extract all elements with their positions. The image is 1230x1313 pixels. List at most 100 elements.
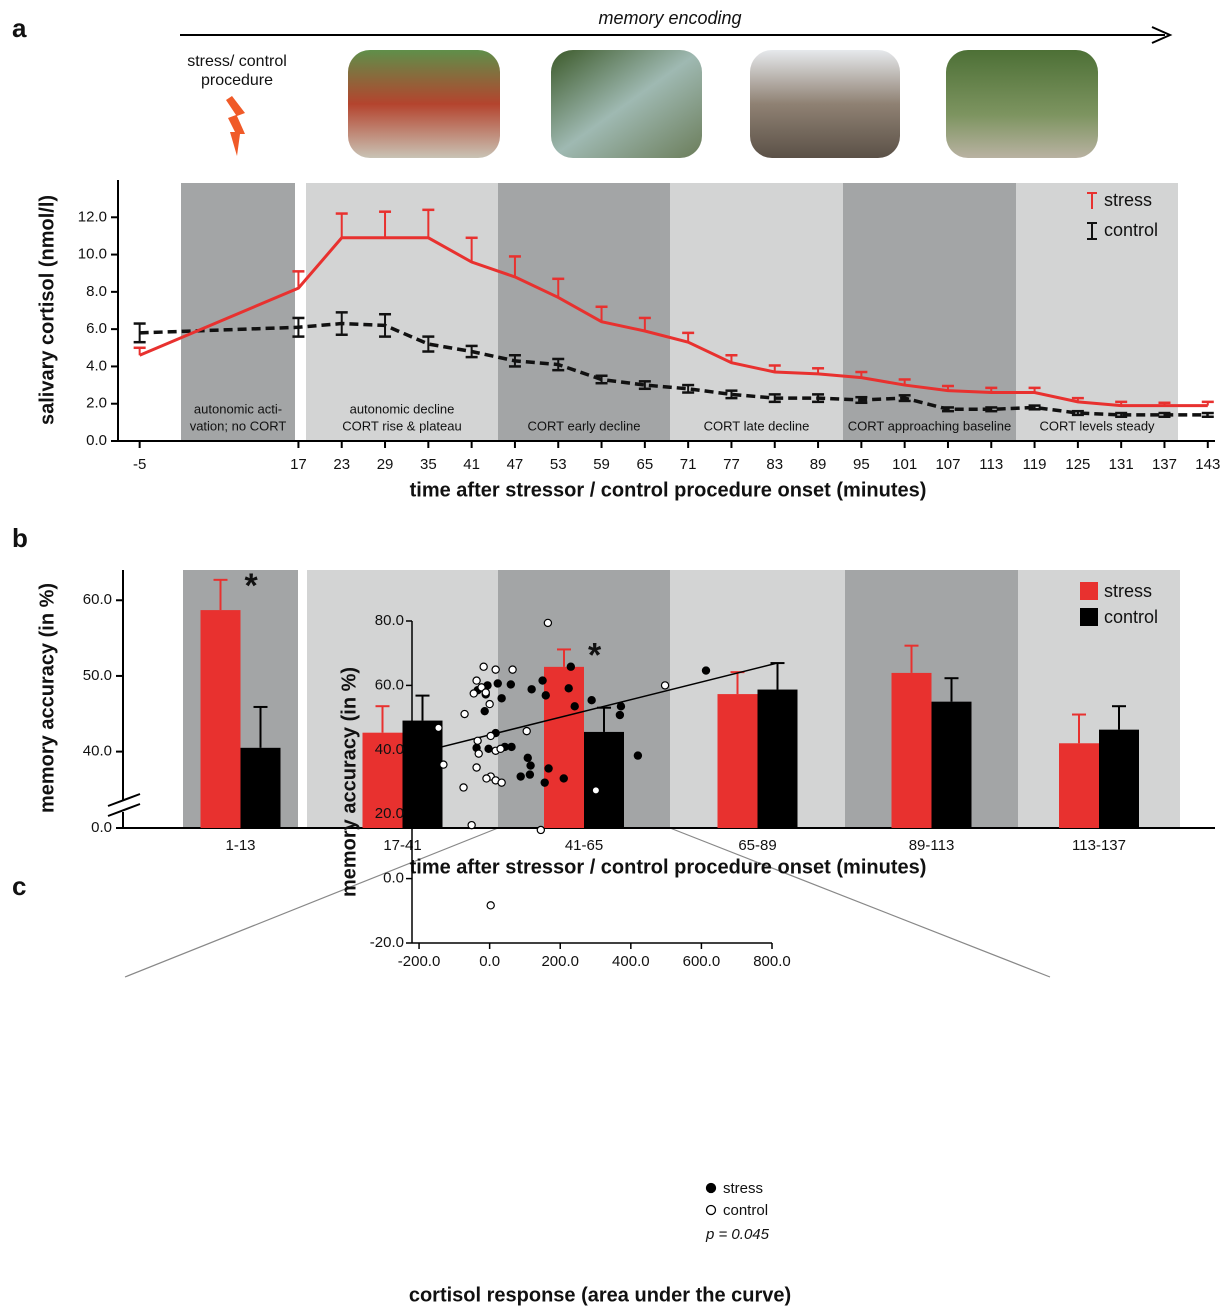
point <box>509 666 516 673</box>
x-tick-label: 119 <box>1023 456 1047 473</box>
x-tick-label: 59 <box>593 456 610 473</box>
procedure-label: stress/ control <box>187 53 287 70</box>
phase-label: vation; no CORT <box>190 418 287 433</box>
point <box>483 775 490 782</box>
point <box>616 711 623 718</box>
y-tick-label: 0.0 <box>86 432 107 449</box>
x-axis-title: time after stressor / control procedure … <box>410 479 927 501</box>
legend-label: control <box>1104 607 1158 627</box>
encoding-label: memory encoding <box>598 8 741 28</box>
panel-label: c <box>12 871 26 901</box>
x-tick-label: 17-41 <box>383 837 421 854</box>
bar <box>544 667 584 828</box>
x-tick-label: 107 <box>935 456 960 473</box>
point <box>661 682 668 689</box>
point <box>473 764 480 771</box>
point <box>474 737 481 744</box>
bar <box>892 673 932 828</box>
legend-swatch <box>1080 582 1098 600</box>
point <box>468 822 475 829</box>
point <box>544 619 551 626</box>
bar <box>584 732 624 828</box>
point <box>507 681 514 688</box>
legend-label: stress <box>1104 581 1152 601</box>
point <box>541 779 548 786</box>
x-tick-label: 95 <box>853 456 870 473</box>
legend-symbol <box>707 1206 716 1215</box>
legend-label: control <box>723 1202 768 1219</box>
point <box>537 826 544 833</box>
x-tick-label: 89 <box>810 456 827 473</box>
panel-label: b <box>12 523 28 553</box>
x-tick-label: 41-65 <box>565 837 603 854</box>
x-tick-label: 65 <box>637 456 654 473</box>
y-tick-label: 0.0 <box>91 819 112 836</box>
phase-label: CORT rise & plateau <box>342 418 461 433</box>
x-tick-label: 53 <box>550 456 567 473</box>
point <box>571 703 578 710</box>
bar <box>1059 743 1099 828</box>
phase-label: autonomic acti- <box>194 401 282 416</box>
point <box>492 666 499 673</box>
zoom-line <box>125 828 498 977</box>
y-tick-label: 10.0 <box>78 246 107 263</box>
y-tick-label: 12.0 <box>78 208 107 225</box>
x-tick-label: 143 <box>1195 456 1220 473</box>
phase-label: CORT early decline <box>528 418 641 433</box>
x-tick-label: 89-113 <box>909 837 955 854</box>
point <box>494 680 501 687</box>
y-tick-label: 60.0 <box>375 676 404 693</box>
photo <box>551 50 702 158</box>
point <box>481 708 488 715</box>
point <box>461 710 468 717</box>
point <box>497 745 504 752</box>
procedure-label: procedure <box>201 72 273 89</box>
legend-swatch <box>1080 608 1098 626</box>
x-tick-label: 113 <box>979 456 1003 473</box>
point <box>485 745 492 752</box>
point <box>539 677 546 684</box>
x-axis-title: cortisol response (area under the curve) <box>409 1284 791 1306</box>
point <box>473 677 480 684</box>
phase-label: autonomic decline <box>350 401 455 416</box>
y-tick-label: 4.0 <box>86 357 107 374</box>
point <box>480 663 487 670</box>
y-axis-title: memory accuracy (in %) <box>338 667 360 897</box>
lightning-icon <box>226 96 245 156</box>
point <box>460 784 467 791</box>
y-tick-label: 0.0 <box>383 870 404 887</box>
point <box>567 663 574 670</box>
significance-marker: * <box>588 636 602 674</box>
bar <box>1099 730 1139 828</box>
point <box>617 703 624 710</box>
point <box>517 773 524 780</box>
x-tick-label: 0.0 <box>479 953 500 970</box>
point <box>560 775 567 782</box>
point <box>565 685 572 692</box>
y-axis-title: salivary cortisol (nmol/l) <box>36 195 58 425</box>
x-tick-label: 77 <box>723 456 740 473</box>
y-tick-label: 60.0 <box>83 591 112 608</box>
phase-label: CORT late decline <box>704 418 810 433</box>
legend-label: control <box>1104 220 1158 240</box>
legend-symbol <box>707 1184 716 1193</box>
x-tick-label: 47 <box>507 456 524 473</box>
point <box>526 771 533 778</box>
x-tick-label: 35 <box>420 456 437 473</box>
legend-label: stress <box>1104 190 1152 210</box>
phase-label: CORT approaching baseline <box>848 418 1012 433</box>
point <box>486 700 493 707</box>
y-tick-label: 40.0 <box>83 743 112 760</box>
x-tick-label: 1-13 <box>225 837 255 854</box>
point <box>475 750 482 757</box>
photo <box>348 50 500 158</box>
y-tick-label: 50.0 <box>83 667 112 684</box>
x-tick-label: 131 <box>1109 456 1134 473</box>
x-tick-label: 137 <box>1152 456 1177 473</box>
point <box>634 752 641 759</box>
y-tick-label: 6.0 <box>86 320 107 337</box>
x-tick-label: 113-137 <box>1072 837 1126 854</box>
x-tick-label: 200.0 <box>541 953 579 970</box>
point <box>592 787 599 794</box>
point <box>498 695 505 702</box>
